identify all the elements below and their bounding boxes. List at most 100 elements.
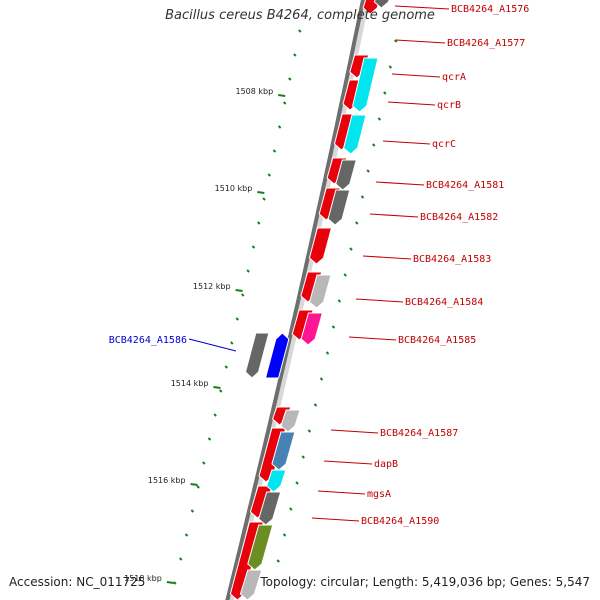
leader-line (188, 338, 237, 352)
gene-label: qcrC (432, 139, 456, 150)
tick-dot (293, 53, 297, 57)
feature-box (258, 491, 282, 526)
tick-dot (383, 91, 387, 95)
tick-dot (276, 559, 280, 563)
cds-arrow (308, 227, 333, 265)
feature-box-minus (244, 332, 270, 379)
tick-dot (283, 101, 287, 105)
tick-label: 1508 kbp (236, 87, 274, 96)
feature-box (335, 159, 357, 191)
tick-dot (190, 509, 195, 513)
feature-box (280, 409, 301, 433)
tick-dot (288, 77, 292, 81)
tick-dot (388, 65, 393, 69)
leader-line (387, 101, 436, 106)
leader-line (317, 490, 366, 495)
tick-dot (240, 293, 245, 297)
gene-label: BCB4264_A1576 (451, 4, 529, 15)
gene-label: BCB4264_A1586 (109, 335, 187, 346)
tick-dot (173, 581, 177, 585)
feature-box (352, 57, 379, 113)
tick-dot (295, 481, 299, 485)
leader-line (323, 460, 373, 465)
tick-dot (307, 429, 312, 433)
feature-box (308, 274, 332, 309)
gene-label: mgsA (367, 489, 391, 500)
leader-line (311, 517, 360, 522)
gene-label: BCB4264_A1585 (398, 335, 476, 346)
tick-dot (262, 197, 266, 201)
tick-dot (360, 195, 365, 199)
leader-line (355, 298, 404, 303)
leader-line (330, 429, 379, 434)
feature-box (271, 431, 296, 471)
tick-dot (277, 125, 282, 129)
tick-dot (372, 143, 376, 147)
tick-dot (313, 403, 318, 407)
accession-text: Accession: NC_011725 (9, 575, 146, 589)
leader-line (391, 73, 441, 78)
gene-label: BCB4264_A1577 (447, 38, 525, 49)
gene-label: BCB4264_A1582 (420, 212, 498, 223)
major-tick (278, 94, 286, 97)
backbone-line (225, 0, 366, 600)
tick-label: 1516 kbp (148, 476, 186, 485)
gene-label: qcrB (437, 100, 461, 111)
feature-box (343, 114, 367, 155)
tick-dot (235, 317, 239, 321)
tick-dot (251, 245, 256, 249)
major-tick (235, 289, 243, 292)
tick-dot (325, 351, 330, 355)
leader-line (382, 140, 431, 145)
tick-dot (394, 39, 398, 43)
tick-dot (257, 221, 261, 225)
tick-dot (301, 455, 305, 459)
tick-dot (349, 247, 353, 251)
leader-line (395, 39, 446, 44)
tick-dot (213, 413, 217, 417)
leader-line (375, 181, 425, 186)
leader-line (394, 5, 450, 10)
gene-label: BCB4264_A1587 (380, 428, 458, 439)
tick-dot (224, 365, 228, 369)
tick-dot (331, 325, 336, 329)
leader-line (369, 213, 419, 218)
feature-box (239, 569, 263, 600)
tick-label: 1518 kbp (124, 574, 162, 583)
feature-box (373, 0, 390, 9)
tick-dot (355, 221, 359, 225)
gene-label: BCB4264_A1590 (361, 516, 439, 527)
tick-dot (207, 437, 212, 441)
major-tick (166, 581, 174, 584)
tick-dot (184, 533, 189, 537)
tick-dot (319, 377, 324, 381)
tick-dot (289, 507, 293, 511)
topology-text: Topology: circular; Length: 5,419,036 bp… (260, 575, 590, 589)
cds-arrow-minus (264, 332, 290, 379)
tick-dot (337, 299, 342, 303)
tick-dot (282, 533, 287, 537)
feature-box (266, 469, 287, 493)
tick-dot (179, 557, 183, 561)
major-tick (257, 191, 265, 194)
feature-box (327, 189, 351, 226)
tick-dot (343, 273, 347, 277)
gene-label: BCB4264_A1581 (426, 180, 504, 191)
feature-box (300, 312, 324, 346)
tick-label: 1512 kbp (193, 282, 231, 291)
tick-dot (230, 341, 234, 345)
major-tick (190, 483, 198, 486)
leader-line (362, 255, 412, 260)
tick-dot (298, 29, 302, 33)
tick-dot (202, 461, 206, 465)
tick-dot (366, 169, 370, 173)
gene-label: BCB4264_A1584 (405, 297, 483, 308)
gene-label: dapB (374, 459, 398, 470)
gene-label: BCB4264_A1583 (413, 254, 491, 265)
tick-dot (377, 117, 382, 121)
tick-dot (272, 149, 277, 153)
tick-dot (267, 173, 271, 177)
map-title: Bacillus cereus B4264, complete genome (165, 8, 435, 23)
